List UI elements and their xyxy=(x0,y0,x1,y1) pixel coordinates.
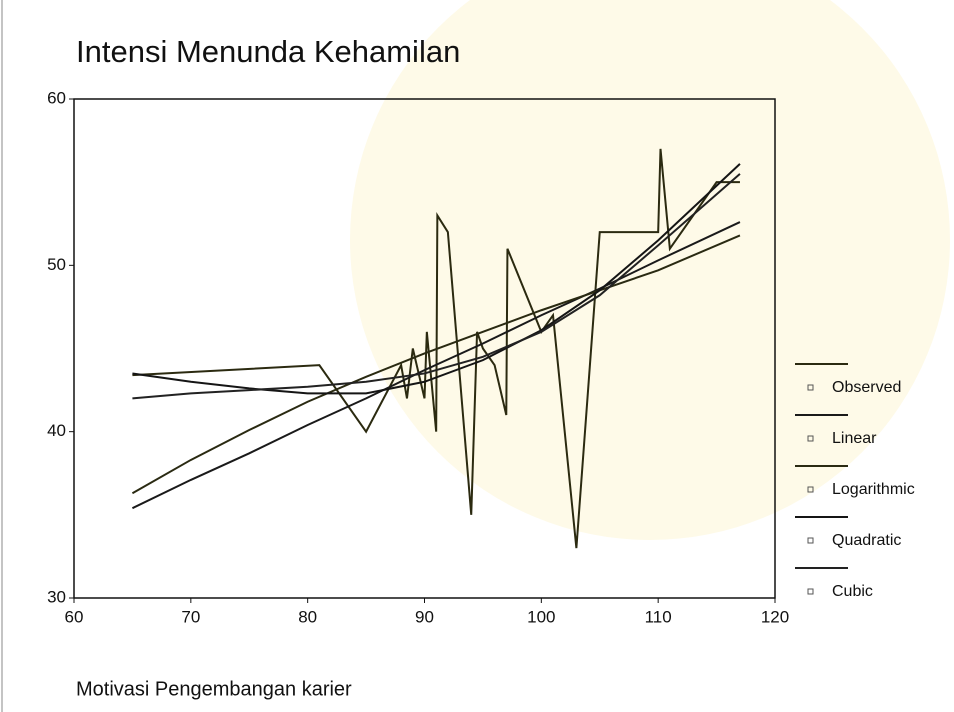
y-tick-label: 60 xyxy=(47,88,66,107)
y-tick-label: 50 xyxy=(47,255,66,274)
x-tick-label: 70 xyxy=(181,607,200,626)
legend-label: Linear xyxy=(832,430,877,447)
legend-marker xyxy=(808,538,813,543)
x-tick-label: 60 xyxy=(65,607,84,626)
x-tick-label: 90 xyxy=(415,607,434,626)
watermark xyxy=(350,0,950,540)
legend-label: Observed xyxy=(832,379,901,396)
chart-title: Intensi Menunda Kehamilan xyxy=(76,34,460,69)
x-tick-label: 100 xyxy=(527,607,555,626)
legend-label: Cubic xyxy=(832,583,873,600)
legend-label: Logarithmic xyxy=(832,481,915,498)
x-tick-label: 80 xyxy=(298,607,317,626)
x-tick-label: 120 xyxy=(761,607,789,626)
chart: Intensi Menunda Kehamilan Motivasi Penge… xyxy=(0,0,954,712)
legend-marker xyxy=(808,589,813,594)
y-tick-label: 40 xyxy=(47,421,66,440)
x-axis-label: Motivasi Pengembangan karier xyxy=(76,678,352,700)
y-tick-label: 30 xyxy=(47,587,66,606)
legend-label: Quadratic xyxy=(832,532,901,549)
x-tick-label: 110 xyxy=(645,607,672,626)
